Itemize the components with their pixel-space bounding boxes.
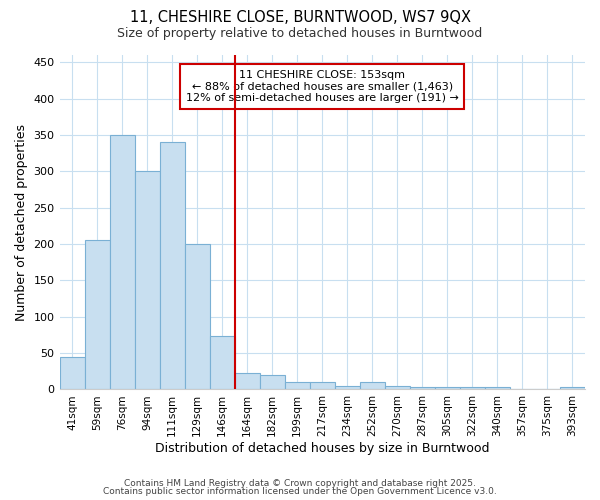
Y-axis label: Number of detached properties: Number of detached properties [15,124,28,320]
Bar [435,388,460,390]
Bar [335,386,360,390]
Bar [560,388,585,390]
Text: 11 CHESHIRE CLOSE: 153sqm
← 88% of detached houses are smaller (1,463)
12% of se: 11 CHESHIRE CLOSE: 153sqm ← 88% of detac… [186,70,459,103]
Bar [360,382,385,390]
Bar [260,375,285,390]
Bar [410,388,435,390]
X-axis label: Distribution of detached houses by size in Burntwood: Distribution of detached houses by size … [155,442,490,455]
Text: 11, CHESHIRE CLOSE, BURNTWOOD, WS7 9QX: 11, CHESHIRE CLOSE, BURNTWOOD, WS7 9QX [130,10,470,25]
Bar [385,386,410,390]
Bar [134,172,160,390]
Text: Contains public sector information licensed under the Open Government Licence v3: Contains public sector information licen… [103,487,497,496]
Bar [59,356,85,390]
Bar [185,244,209,390]
Bar [285,382,310,390]
Bar [160,142,185,390]
Bar [209,336,235,390]
Bar [460,388,485,390]
Bar [310,382,335,390]
Text: Size of property relative to detached houses in Burntwood: Size of property relative to detached ho… [118,28,482,40]
Text: Contains HM Land Registry data © Crown copyright and database right 2025.: Contains HM Land Registry data © Crown c… [124,478,476,488]
Bar [110,135,134,390]
Bar [235,372,260,390]
Bar [485,388,510,390]
Bar [85,240,110,390]
